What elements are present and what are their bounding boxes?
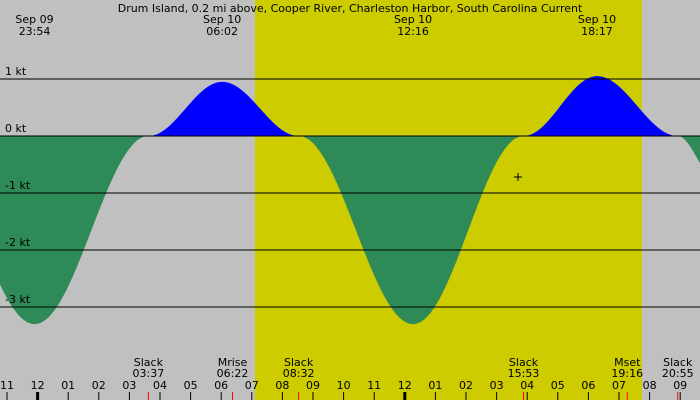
y-tick-label: 0 kt <box>5 122 27 135</box>
event-time-label: 20:55 <box>662 367 694 380</box>
event-name-label: Mrise <box>218 356 248 369</box>
event-time-label: 15:53 <box>508 367 540 380</box>
y-tick-label: -1 kt <box>5 179 31 192</box>
top-date-label: Sep 10 <box>203 13 241 26</box>
x-tick-label: 08 <box>275 379 289 392</box>
event-name-label: Slack <box>509 356 539 369</box>
top-date-label: Sep 09 <box>15 13 53 26</box>
event-name-label: Slack <box>284 356 314 369</box>
top-time-label: 23:54 <box>19 25 51 38</box>
chart-title: Drum Island, 0.2 mi above, Cooper River,… <box>118 2 583 15</box>
x-tick-label: 08 <box>643 379 657 392</box>
x-tick-label: 11 <box>367 379 381 392</box>
x-tick-label: 02 <box>92 379 106 392</box>
x-tick-label: 06 <box>214 379 228 392</box>
x-tick-label: 01 <box>428 379 442 392</box>
ebb-current-area <box>0 136 700 325</box>
y-tick-label: -2 kt <box>5 236 31 249</box>
event-name-label: Slack <box>134 356 164 369</box>
x-tick-label: 12 <box>31 379 45 392</box>
x-tick-label: 01 <box>61 379 75 392</box>
x-tick-label: 04 <box>153 379 167 392</box>
x-tick-label: 07 <box>612 379 626 392</box>
x-tick-label: 09 <box>306 379 320 392</box>
x-tick-label: 10 <box>337 379 351 392</box>
event-name-label: Slack <box>663 356 693 369</box>
x-tick-label: 03 <box>490 379 504 392</box>
current-time-marker <box>514 173 523 182</box>
y-tick-label: 1 kt <box>5 65 27 78</box>
x-tick-label: 06 <box>581 379 595 392</box>
x-tick-label: 09 <box>673 379 687 392</box>
event-time-label: 06:22 <box>217 367 249 380</box>
top-time-label: 06:02 <box>206 25 238 38</box>
top-time-label: 18:17 <box>581 25 613 38</box>
x-tick-label: 12 <box>398 379 412 392</box>
x-tick-label: 05 <box>551 379 565 392</box>
event-name-label: Mset <box>614 356 641 369</box>
x-tick-label: 11 <box>0 379 14 392</box>
top-date-label: Sep 10 <box>394 13 432 26</box>
x-tick-label: 02 <box>459 379 473 392</box>
x-tick-label: 04 <box>520 379 534 392</box>
x-tick-label: 03 <box>122 379 136 392</box>
top-time-label: 12:16 <box>397 25 429 38</box>
x-tick-label: 05 <box>184 379 198 392</box>
flood-current-area <box>0 76 700 136</box>
event-time-label: 03:37 <box>133 367 165 380</box>
y-tick-label: -3 kt <box>5 293 31 306</box>
event-time-label: 08:32 <box>283 367 315 380</box>
event-time-label: 19:16 <box>611 367 643 380</box>
top-date-label: Sep 10 <box>578 13 616 26</box>
x-tick-label: 07 <box>245 379 259 392</box>
